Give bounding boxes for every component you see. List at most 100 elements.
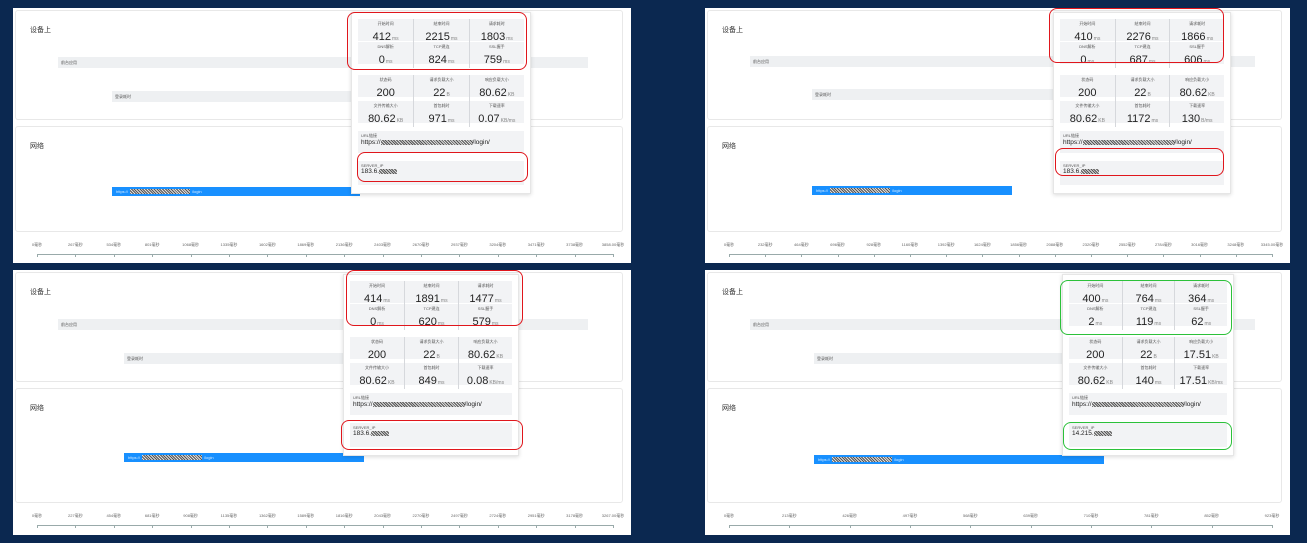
status-code-label: 状态码 [379,77,392,82]
start-time-unit: ms [1101,298,1109,304]
request-size-cell: 请求负载大小 22B [1114,75,1170,101]
url-prefix: https:// [1072,401,1092,408]
frontend-app-bar[interactable]: 前台应用 [750,56,1255,67]
url-value[interactable]: https:// /login/ [353,401,509,408]
axis-tick-label: 426毫秒 [842,513,857,518]
response-size-value: 17.51 [1183,349,1212,361]
axis-tick-label: 213毫秒 [781,513,797,518]
request-duration-cell: 请求耗时 364ms [1174,281,1227,307]
axis-line [729,254,1272,255]
first-packet-label: 首包耗时 [1140,365,1157,370]
request-duration-cell: 请求耗时 1866ms [1169,19,1224,45]
response-size-value: 80.62 [467,349,496,361]
transfer-size-unit: KB [1106,380,1113,386]
end-time-unit: ms [1151,36,1159,42]
network-request-bar[interactable]: https:// /login [112,187,360,196]
axis-tick [228,254,230,257]
ssl-time-label: SSL握手 [1193,306,1209,311]
request-duration-unit: ms [494,298,502,304]
server-ip-value[interactable]: 183.6. [353,430,509,437]
server-ip-highlight-box [357,152,528,182]
url-field: URL链接 https:// /login/ [358,131,524,153]
axis-tick-label: 1135毫秒 [220,513,238,518]
trace-panel: 设备上 前台应用 登录耗时 网络 https:// /login 0毫秒 213毫秒 426毫秒… [705,270,1290,535]
axis-tick-label: 0毫秒 [723,242,735,247]
start-time-value: 414 [363,293,383,305]
section-title: 网络 [722,143,736,150]
ssl-time-cell: SSL握手 62ms [1174,304,1227,330]
axis-tick-label: 3738毫秒 [566,242,584,247]
first-packet-unit: ms [1151,118,1159,124]
tcp-time-label: TCP建连 [423,306,440,311]
start-time-value-wrap: 410ms [1060,27,1115,45]
url-value[interactable]: https:// /login/ [361,139,521,146]
login-duration-bar[interactable]: 登录耗时 [112,91,377,102]
login-duration-bar[interactable]: 登录耗时 [124,353,364,364]
end-time-value-wrap: 2215ms [414,27,468,45]
axis-tick [75,525,77,528]
axis-tick [574,525,576,528]
status-code-label: 状态码 [1089,339,1102,344]
axis-tick [1030,525,1032,528]
url-value[interactable]: https:// /login/ [1072,401,1224,408]
request-duration-value: 1803 [480,31,506,43]
end-time-label: 结束时间 [1134,21,1151,26]
axis-tick [536,254,538,257]
server-ip-value[interactable]: 183.6. [361,168,521,175]
dns-time-unit: ms [385,59,393,65]
axis-tick-label: 1335毫秒 [220,242,238,247]
axis-tick [459,254,461,257]
axis-tick-label: 0毫秒 [723,513,735,518]
frontend-app-bar[interactable]: 前台应用 [58,57,588,68]
metric-row: 状态码 200 请求负载大小 22B 响应负载大小 80.62KB [358,75,524,101]
first-packet-label: 首包耗时 [433,103,450,108]
dns-time-cell: DNS解析 2ms [1069,304,1122,330]
axis-tick [37,254,38,257]
frontend-app-bar[interactable]: 前台应用 [58,319,588,330]
login-duration-bar[interactable]: 登录耗时 [814,353,1064,364]
url-suffix: /login/ [464,401,482,408]
network-request-bar[interactable]: https:// /login [812,186,1012,195]
url-prefix: https:// [353,401,373,408]
request-duration-cell: 请求耗时 1477ms [458,281,512,307]
first-packet-value-wrap: 971ms [414,109,468,127]
dns-time-value-wrap: 0ms [350,312,404,330]
axis-tick [1018,254,1020,257]
axis-tick [1054,254,1056,257]
server-ip-label: SERVER_IP [353,425,376,430]
request-size-value: 22 [423,349,436,361]
axis-tick-label: 1869毫秒 [297,242,315,247]
end-time-value: 2215 [425,31,450,43]
network-request-bar[interactable]: https:// /login [814,455,1104,464]
server-ip-value[interactable]: 14.215. [1072,430,1224,437]
metric-row: 文件传输大小 80.62KB 首包耗时 971ms 下载速率 0.07KB/ms [358,101,524,127]
net-url-prefix: https:// [116,189,129,194]
request-size-unit: B [1153,354,1157,360]
axis-tick [228,525,230,528]
request-duration-value: 1477 [469,293,494,305]
download-speed-cell: 下载速率 0.07KB/ms [468,101,524,127]
frontend-app-bar[interactable]: 前台应用 [750,319,1255,330]
request-duration-value-wrap: 364ms [1175,289,1227,307]
response-size-unit: KB [1212,354,1219,360]
url-value[interactable]: https:// /login/ [1063,139,1221,146]
net-url-suffix: /login [894,457,904,462]
login-duration-bar[interactable]: 登录耗时 [812,89,1057,100]
url-label: URL链接 [353,395,370,400]
tcp-time-label: TCP建连 [1140,306,1157,311]
ssl-time-unit: ms [491,321,499,327]
url-label: URL链接 [361,133,378,138]
end-time-value: 2276 [1126,31,1151,43]
end-time-value-wrap: 2276ms [1116,27,1170,45]
ip-prefix: 14.215. [1072,430,1094,437]
download-speed-cell: 下载速率 130B/ms [1169,101,1224,127]
ssl-time-value: 62 [1191,316,1204,328]
transfer-size-value: 80.62 [1069,113,1098,125]
start-time-cell: 开始时间 412ms [358,19,413,45]
axis-tick-label: 1589毫秒 [297,513,315,518]
first-packet-cell: 首包耗时 1172ms [1114,101,1170,127]
server-ip-value[interactable]: 183.6. [1063,168,1221,175]
network-request-bar[interactable]: https:// /login [124,453,364,462]
ip-prefix: 183.6. [1063,168,1082,175]
axis-tick-label: 232毫秒 [757,242,773,247]
